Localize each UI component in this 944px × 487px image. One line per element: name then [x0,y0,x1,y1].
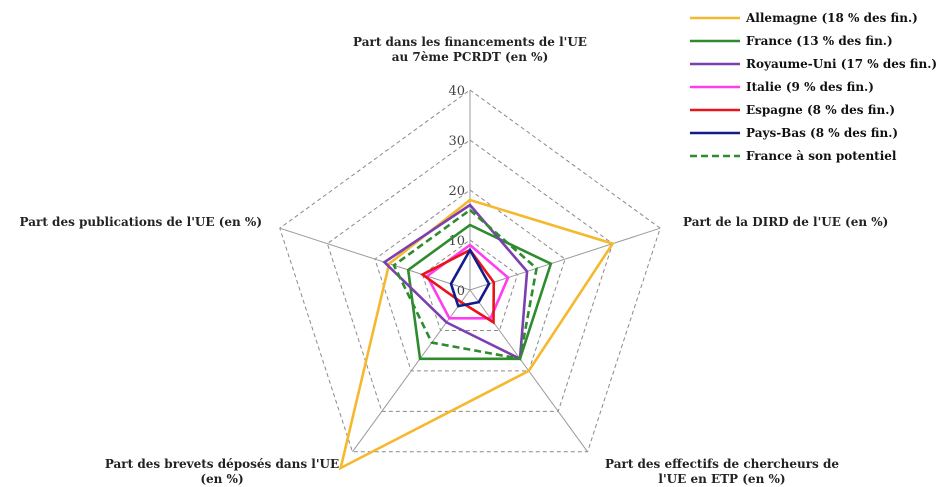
legend: Allemagne (18 % des fin.) France (13 % de… [690,11,937,163]
axis-label-0: Part dans les financements de l'UE au 7èm… [353,35,587,64]
axis-label-3: Part des brevets déposés dans l'UE (en %) [105,457,339,486]
series-line-3 [425,243,510,320]
series-line-5 [449,247,491,308]
legend-label-5: Pays-Bas (8 % des fin.) [746,126,898,140]
axis-labels: Part dans les financements de l'UE au 7èm… [20,35,889,486]
series-line-0 [338,198,615,471]
axis-label-4: Part des publications de l'UE (en %) [20,215,262,229]
spoke-1 [469,227,661,291]
series-line-2 [382,203,529,361]
axis-label-1: Part de la DIRD de l'UE (en %) [683,215,888,229]
series-line-1 [406,223,553,361]
spoke-3 [352,289,471,453]
axis-label-2: Part des effectifs de chercheurs de l'UE … [605,457,839,486]
tick-label-0: 0 [457,284,465,299]
legend-label-6: France à son potentiel [746,149,897,163]
radar-spokes [279,90,661,453]
legend-label-0: Allemagne (18 % des fin.) [745,11,918,25]
tick-label-40: 40 [448,84,465,99]
tick-label-20: 20 [448,184,465,199]
series-line-6 [392,208,538,361]
radar-series [338,198,615,471]
legend-label-1: France (13 % des fin.) [746,34,893,48]
spoke-4 [279,227,471,291]
legend-label-3: Italie (9 % des fin.) [746,80,874,94]
legend-label-4: Espagne (8 % des fin.) [746,103,895,117]
tick-label-30: 30 [448,134,465,149]
series-line-4 [419,248,496,325]
legend-label-2: Royaume-Uni (17 % des fin.) [746,57,937,71]
